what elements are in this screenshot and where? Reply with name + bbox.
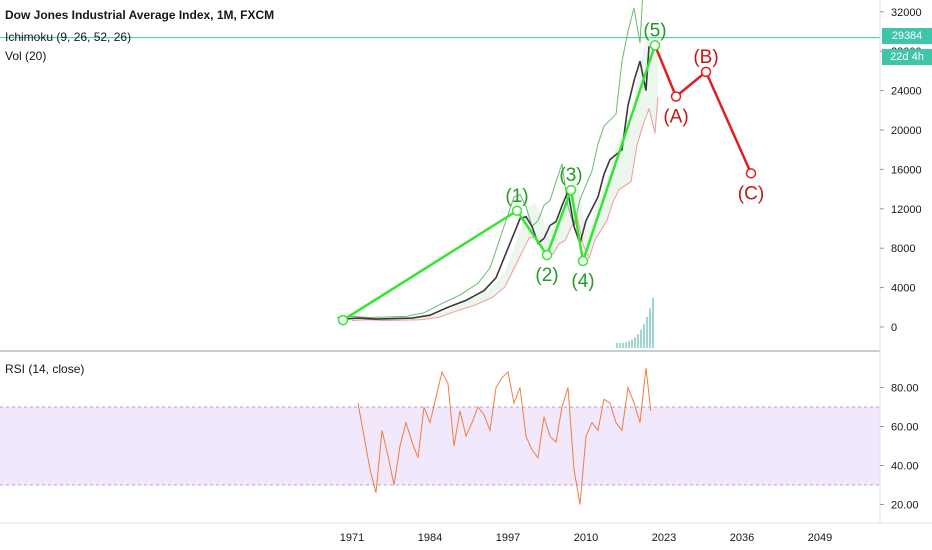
wave-label-5: (A) xyxy=(663,107,688,128)
volume-bar xyxy=(619,342,621,348)
wave-point-7 xyxy=(745,168,757,179)
rsi-pane xyxy=(0,367,880,505)
ichimoku-cloud xyxy=(352,12,658,321)
time-tick-label: 2023 xyxy=(652,532,676,544)
volume-bar xyxy=(634,337,636,348)
volume-bar xyxy=(622,342,624,348)
wave-label-4: (5) xyxy=(643,20,666,41)
wave-label-6: (B) xyxy=(693,47,718,68)
wave-point-0 xyxy=(511,205,523,217)
time-tick-label: 1984 xyxy=(418,532,442,544)
wave-label-3: (4) xyxy=(571,271,594,292)
wave-label-7: (C) xyxy=(738,183,764,204)
wave-point-5 xyxy=(670,91,682,102)
volume-bar xyxy=(646,316,648,348)
volume-bar xyxy=(616,343,618,348)
price-tick-label: 24000 xyxy=(891,86,922,98)
volume-bar xyxy=(640,329,642,348)
countdown-tag: 22d 4h xyxy=(882,49,932,65)
ichimoku-legend: Ichimoku (9, 26, 52, 26) xyxy=(5,30,132,44)
wave-label-1: (2) xyxy=(535,265,558,286)
price-series xyxy=(342,46,650,320)
time-tick-label: 2049 xyxy=(808,532,832,544)
corrective-wave-path xyxy=(653,44,753,174)
rsi-tick-label: 60.00 xyxy=(891,422,919,434)
rsi-tick-label: 80.00 xyxy=(891,383,919,395)
wave-point-6 xyxy=(700,66,712,78)
price-tick-label: 16000 xyxy=(891,164,922,176)
wave-point-1 xyxy=(541,249,553,261)
price-tick-label: 8000 xyxy=(891,243,915,255)
rsi-line xyxy=(357,367,652,505)
time-tick-label: 1997 xyxy=(496,532,520,544)
wave-point-4 xyxy=(649,40,661,51)
time-tick-label: 2010 xyxy=(574,532,598,544)
overlay-layer: (1) (2) (3) (4) (5) (A) (B) (C) xyxy=(337,20,764,326)
ichimoku-span-b xyxy=(351,96,659,322)
price-tick-label: 0 xyxy=(891,322,897,334)
volume-bar xyxy=(643,324,645,348)
price-tick-label: 32000 xyxy=(891,7,922,19)
last-price-tag: 29384 xyxy=(882,28,932,44)
ichimoku-lagging-span xyxy=(336,0,643,319)
wave-point-3 xyxy=(577,255,589,267)
time-tick-label: 2036 xyxy=(730,532,754,544)
rsi-tick-label: 20.00 xyxy=(891,500,919,512)
rsi-legend: RSI (14, close) xyxy=(5,362,85,376)
price-tick-label: 12000 xyxy=(891,204,922,216)
rsi-tick-label: 40.00 xyxy=(891,461,919,473)
price-tick-label: 20000 xyxy=(891,125,922,137)
rsi-band xyxy=(0,407,880,485)
volume-bar xyxy=(631,339,633,348)
volume-legend: Vol (20) xyxy=(5,49,47,63)
volume-bar xyxy=(628,341,630,348)
time-tick-label: 1971 xyxy=(340,532,364,544)
volume-bar xyxy=(625,342,627,348)
volume-bar xyxy=(649,308,651,348)
price-tick-label: 4000 xyxy=(891,283,915,295)
wave-start-point xyxy=(337,314,349,326)
chart-title: Dow Jones Industrial Average Index, 1M, … xyxy=(5,8,275,22)
wave-point-2 xyxy=(565,184,577,196)
wave-label-0: (1) xyxy=(505,186,528,207)
volume-bar xyxy=(652,298,654,348)
volume-bar xyxy=(637,334,639,348)
impulse-wave-path xyxy=(342,44,657,322)
wave-label-2: (3) xyxy=(559,165,582,186)
